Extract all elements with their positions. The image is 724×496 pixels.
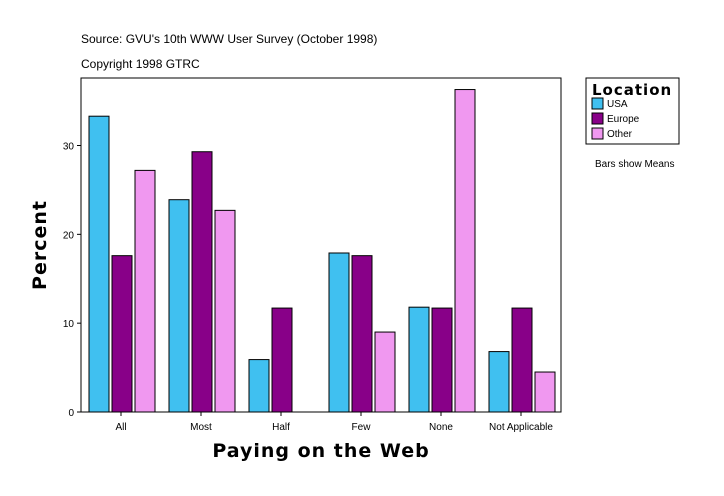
bar-usa [88, 115, 110, 413]
bar-europe [511, 307, 533, 413]
legend-swatch-europe [591, 112, 604, 125]
x-tick-label: All [115, 422, 126, 433]
bar-other [134, 169, 156, 413]
legend-label-usa: USA [607, 99, 628, 110]
legend-swatch-usa [591, 97, 604, 110]
bar-europe [111, 255, 133, 413]
x-tick-label: Most [190, 422, 212, 433]
copyright-text: Copyright 1998 GTRC [81, 57, 200, 71]
legend-label-europe: Europe [607, 114, 640, 125]
y-tick-label: 0 [68, 408, 74, 419]
y-tick-label: 30 [63, 142, 75, 153]
bar-usa [168, 199, 190, 413]
x-tick-label: None [429, 422, 453, 433]
legend-label-other: Other [607, 129, 633, 140]
legend-box [585, 77, 680, 145]
bar-other [534, 371, 556, 413]
bar-europe [191, 151, 213, 413]
legend-title: Location [592, 81, 672, 99]
x-tick-label: Half [272, 422, 290, 433]
bar-other [454, 89, 476, 413]
plot-area [80, 77, 562, 413]
bar-other [374, 331, 396, 413]
bars-note: Bars show Means [595, 159, 675, 170]
bar-europe [271, 307, 293, 413]
legend-swatch-other [591, 127, 604, 140]
x-tick-label: Few [352, 422, 372, 433]
bar-other [214, 209, 236, 413]
y-tick-label: 20 [63, 230, 75, 241]
bar-europe [431, 307, 453, 413]
x-tick-label: Not Applicable [489, 422, 553, 433]
bar-europe [351, 255, 373, 413]
bar-usa [328, 252, 350, 413]
bar-usa [488, 351, 510, 413]
x-axis-label: Paying on the Web [212, 440, 429, 462]
y-axis-label: Percent [29, 200, 51, 290]
bar-usa [408, 306, 430, 413]
bar-usa [248, 359, 270, 413]
source-text: Source: GVU's 10th WWW User Survey (Octo… [81, 32, 378, 46]
y-tick-label: 10 [63, 319, 75, 330]
